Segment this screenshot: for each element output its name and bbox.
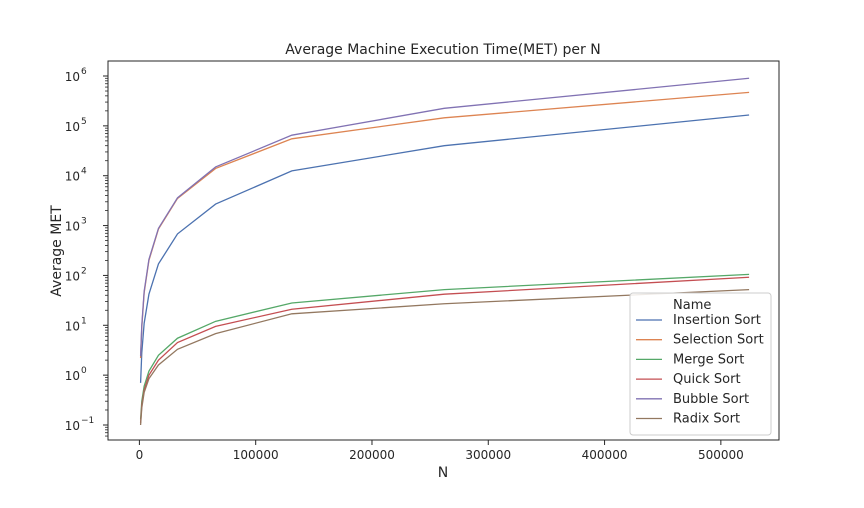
chart-title: Average Machine Execution Time(MET) per … [285,42,600,58]
y-tick-label: 10 [65,120,80,134]
y-tick-exponent: 6 [81,67,87,77]
y-tick-label: 10 [65,369,80,383]
x-tick-label: 0 [136,448,144,462]
y-tick-exponent: −1 [81,416,94,426]
x-tick-label: 100000 [233,448,279,462]
y-tick-exponent: 4 [81,167,87,177]
y-tick-exponent: 5 [81,117,87,127]
y-axis-label: Average MET [49,205,65,297]
legend-box [629,292,772,436]
legend-items: Insertion Sort Selection Sort Merge Sort Qu… [636,313,764,427]
legend: Name Insertion Sort Selection Sort Merge S… [629,292,772,436]
y-tick-label: 10 [65,70,80,84]
legend-label-radix-sort: Radix Sort [673,412,740,427]
legend-title: Name [673,298,711,313]
series-lines [139,77,750,426]
legend-label-quick-sort: Quick Sort [673,372,741,387]
plot-frame [107,60,780,441]
y-tick-exponent: 2 [81,266,87,276]
series-line-radix-sort [139,288,750,426]
y-tick-exponent: 0 [81,366,87,376]
series-line-bubble-sort [139,77,750,357]
y-tick-base: 10 [65,70,80,84]
y-tick-base: 10 [65,319,80,333]
legend-label-selection-sort: Selection Sort [673,333,764,348]
y-tick-label: 10 [65,319,80,333]
y-tick-base: 10 [65,120,80,134]
y-tick-label: 10 [65,269,80,283]
x-tick-label: 300000 [465,448,511,462]
x-tick-label: 400000 [582,448,628,462]
x-axis-label: N [438,465,448,481]
y-tick-exponent: 3 [81,217,87,227]
y-tick-base: 10 [65,419,80,433]
x-tick-label: 200000 [349,448,395,462]
y-tick-label: 10 [65,170,80,184]
legend-label-merge-sort: Merge Sort [673,352,744,367]
legend-label-bubble-sort: Bubble Sort [673,392,749,407]
x-ticks: 0 100000 200000 300000 400000 500000 [136,440,744,462]
y-tick-base: 10 [65,170,80,184]
y-tick-label: 10 [65,419,80,433]
series-line-insertion-sort [139,114,750,383]
y-tick-exponent: 1 [81,316,87,326]
y-tick-label: 10 [65,220,80,234]
legend-label-insertion-sort: Insertion Sort [673,313,761,328]
x-tick-label: 500000 [698,448,744,462]
y-tick-base: 10 [65,220,80,234]
y-tick-base: 10 [65,369,80,383]
y-tick-base: 10 [65,269,80,283]
